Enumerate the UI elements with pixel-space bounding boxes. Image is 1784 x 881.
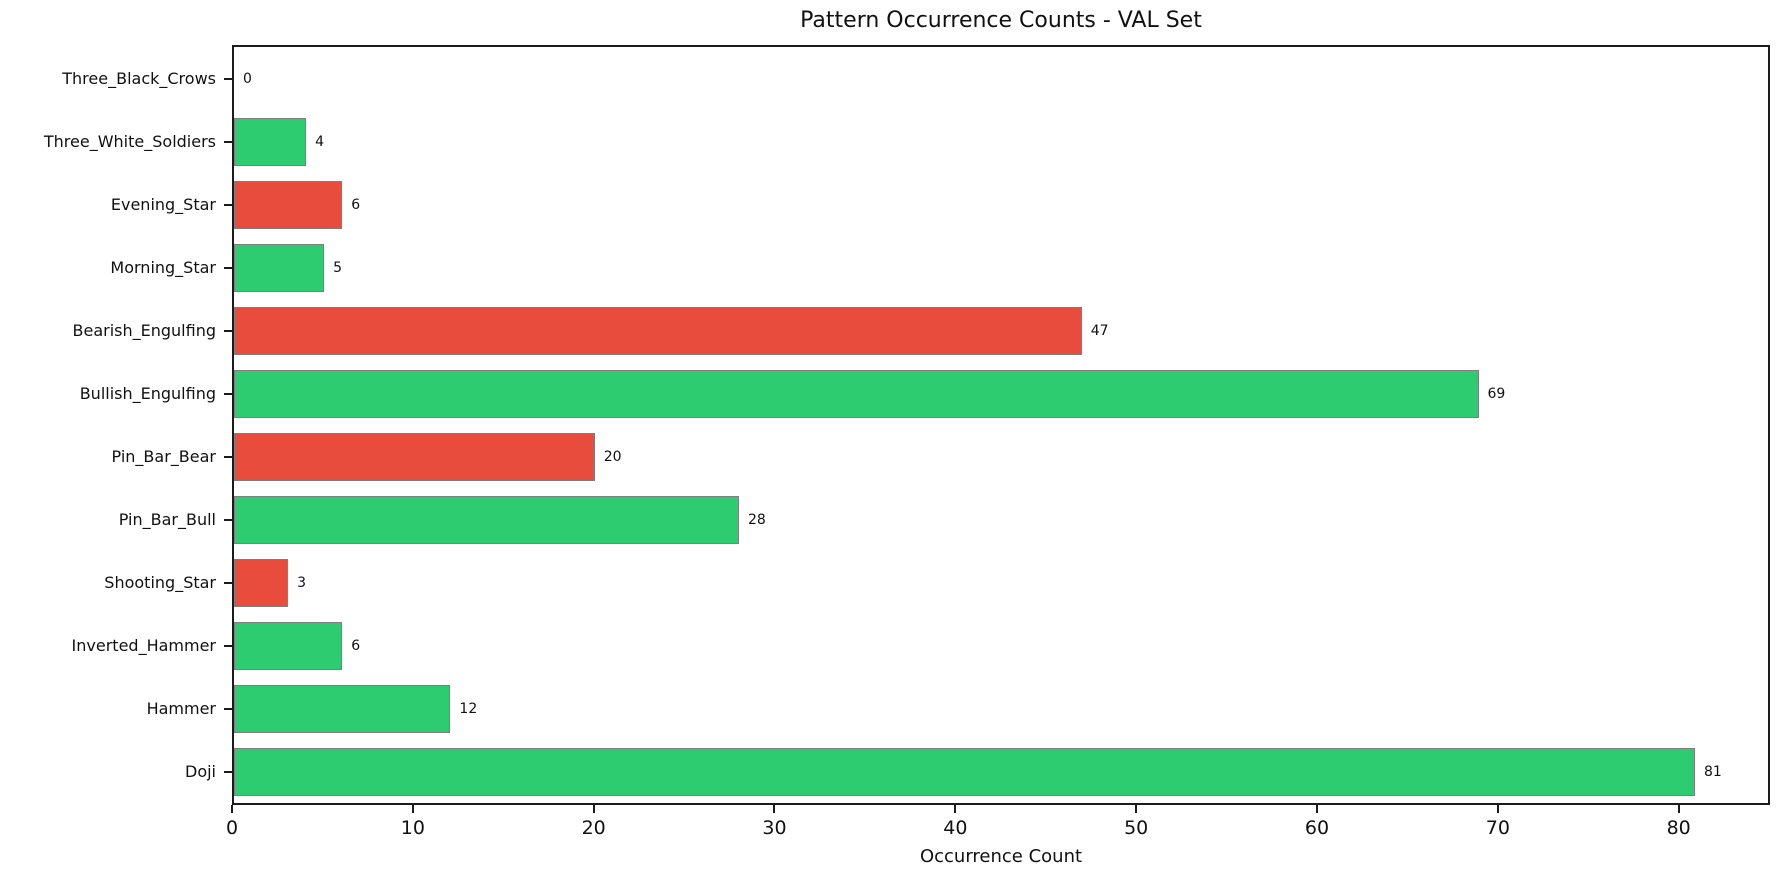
x-axis-title: Occurrence Count xyxy=(919,846,1083,867)
bar-value-label: 81 xyxy=(1703,763,1722,780)
y-tick-label: Bearish_Engulfing xyxy=(72,320,217,340)
bar-doji xyxy=(234,747,1695,796)
x-tick-mark xyxy=(1316,805,1318,813)
bar-value-label: 5 xyxy=(333,259,343,276)
x-tick-mark xyxy=(231,805,233,813)
plot-area: 0 4 6 5 47 69 20 28 3 6 12 81 xyxy=(232,45,1770,805)
x-tick-mark xyxy=(1677,805,1680,813)
y-tick-label: Pin_Bar_Bull xyxy=(118,509,216,529)
y-tick-mark xyxy=(224,392,232,395)
bar-row: 69 xyxy=(234,362,1768,425)
y-tick-mark xyxy=(224,581,232,584)
x-tick-mark xyxy=(411,805,414,813)
bar-bullish_engulfing xyxy=(234,369,1479,418)
y-tick-label: Pin_Bar_Bear xyxy=(111,446,216,466)
bar-row: 12 xyxy=(234,677,1768,740)
x-tick-label: 10 xyxy=(400,817,425,839)
y-tick-label: Inverted_Hammer xyxy=(71,635,216,655)
bar-evening_star xyxy=(234,180,343,229)
x-tick-label: 60 xyxy=(1304,817,1330,839)
bar-row: 0 xyxy=(234,47,1768,110)
bar-shooting_star xyxy=(234,558,289,607)
y-tick-mark xyxy=(224,140,232,143)
x-tick-mark xyxy=(592,805,595,813)
y-tick-mark xyxy=(224,266,232,269)
bar-row: 81 xyxy=(234,740,1768,803)
x-tick-label: 30 xyxy=(762,817,787,839)
x-axis: 0 10 20 30 40 50 60 70 80 xyxy=(226,805,1770,849)
chart-title: Pattern Occurrence Counts - VAL Set xyxy=(800,8,1202,33)
y-tick-label: Three_White_Soldiers xyxy=(43,131,216,151)
bar-value-label: 3 xyxy=(297,574,307,591)
bar-value-label: 20 xyxy=(603,448,622,465)
bar-bearish_engulfing xyxy=(234,306,1082,355)
bar-morning_star xyxy=(234,243,325,292)
bar-row: 20 xyxy=(234,425,1768,488)
bar-row: 5 xyxy=(234,236,1768,299)
y-tick-label: Bullish_Engulfing xyxy=(79,383,216,403)
y-tick-label: Hammer xyxy=(146,698,216,718)
y-tick-mark xyxy=(224,644,232,647)
y-tick-label: Doji xyxy=(185,761,216,781)
bar-row: 4 xyxy=(234,110,1768,173)
bar-value-label: 6 xyxy=(351,637,361,654)
bar-value-label: 4 xyxy=(315,133,325,150)
y-tick-mark xyxy=(224,455,232,458)
bar-inverted_hammer xyxy=(234,621,343,670)
y-tick-mark xyxy=(224,329,232,332)
x-tick-label: 20 xyxy=(581,817,606,839)
bar-value-label: 6 xyxy=(351,196,361,213)
y-axis: Three_Black_Crows Three_White_Soldiers Eve… xyxy=(0,47,232,803)
y-tick-mark xyxy=(224,203,232,206)
y-tick-label: Shooting_Star xyxy=(104,572,216,592)
x-tick-mark xyxy=(1135,805,1138,813)
bar-value-label: 69 xyxy=(1487,385,1506,402)
bar-value-label: 12 xyxy=(459,700,478,717)
bar-row: 47 xyxy=(234,299,1768,362)
x-tick-label: 70 xyxy=(1485,817,1510,839)
y-tick-mark xyxy=(224,518,232,521)
x-tick-label: 50 xyxy=(1124,817,1149,839)
bar-pin_bar_bull xyxy=(234,495,740,544)
x-tick-mark xyxy=(773,805,776,813)
bar-value-label: 0 xyxy=(243,70,252,87)
x-tick-mark xyxy=(954,805,957,813)
bar-row: 6 xyxy=(234,173,1768,236)
x-tick-label: 80 xyxy=(1666,817,1691,839)
bar-row: 28 xyxy=(234,488,1768,551)
bar-hammer xyxy=(234,684,451,733)
bar-row: 3 xyxy=(234,551,1768,614)
y-tick-label: Morning_Star xyxy=(110,257,216,277)
y-tick-mark xyxy=(224,707,232,710)
y-tick-label: Evening_Star xyxy=(110,194,216,214)
bar-value-label: 47 xyxy=(1090,322,1109,339)
bar-three_white_soldiers xyxy=(234,117,307,166)
y-tick-label: Three_Black_Crows xyxy=(62,68,216,88)
x-tick-label: 40 xyxy=(943,817,968,839)
y-tick-mark xyxy=(224,770,232,773)
bar-value-label: 28 xyxy=(748,511,766,528)
bar-row: 6 xyxy=(234,614,1768,677)
x-tick-label: 0 xyxy=(225,817,239,839)
y-tick-mark xyxy=(224,77,232,80)
x-tick-mark xyxy=(1496,805,1499,813)
bar-pin_bar_bear xyxy=(234,432,595,481)
